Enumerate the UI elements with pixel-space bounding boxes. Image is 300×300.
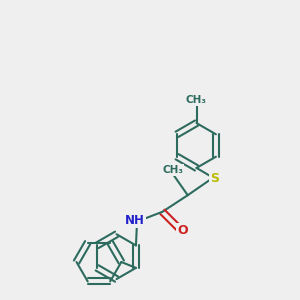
Text: O: O (178, 224, 188, 237)
Text: CH₃: CH₃ (186, 95, 207, 105)
Text: CH₃: CH₃ (162, 165, 183, 175)
Text: S: S (210, 172, 219, 185)
Text: NH: NH (125, 214, 145, 227)
